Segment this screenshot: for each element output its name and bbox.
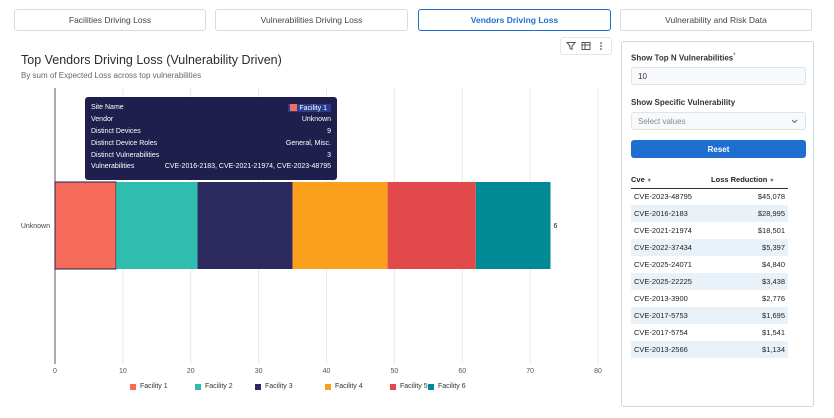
tab-facilities-driving-loss[interactable]: Facilities Driving Loss — [14, 9, 206, 31]
legend-label: Facility 2 — [205, 383, 233, 390]
bar-total-label: 6 — [553, 223, 557, 230]
cell-cve: CVE-2013-2566 — [631, 341, 706, 358]
cell-cve: CVE-2017-5754 — [634, 328, 688, 337]
table-icon[interactable] — [580, 40, 592, 52]
legend-swatch — [325, 383, 331, 390]
bar-facility-5[interactable] — [387, 182, 476, 269]
cell-cve: CVE-2025-24071 — [634, 260, 692, 269]
cell-loss-reduction: $1,695 — [705, 307, 788, 324]
table-row[interactable]: CVE-2017-5754 $1,541 — [631, 324, 788, 341]
legend-item-facility-1[interactable]: Facility 1 — [130, 383, 168, 390]
bar-facility-1[interactable] — [54, 181, 117, 270]
chart-tooltip: Site Name Facility 1 Vendor Unknown Dist… — [85, 97, 337, 180]
legend-label: Facility 6 — [438, 383, 466, 390]
specific-vuln-label: Show Specific Vulnerability — [631, 98, 736, 107]
table-row[interactable]: CVE-2025-24071 $4,840 — [631, 256, 788, 273]
tooltip-row-site: Site Name Facility 1 — [91, 102, 331, 114]
cell-loss-reduction: $1,134 — [705, 341, 788, 358]
topn-input[interactable]: 10 — [631, 67, 806, 85]
facility-1-swatch — [290, 103, 298, 111]
legend-item-facility-2[interactable]: Facility 2 — [195, 383, 233, 390]
tooltip-row-roles: Distinct Device Roles General, Misc. — [91, 139, 331, 147]
cell-loss-reduction: $2,776 — [762, 294, 785, 303]
x-tick-label: 30 — [255, 368, 263, 375]
legend-label: Facility 4 — [335, 383, 363, 390]
legend-label: Facility 3 — [265, 383, 293, 390]
chevron-down-icon — [791, 117, 798, 126]
bar-facility-2[interactable] — [116, 182, 198, 269]
tooltip-row-vendor: Vendor Unknown — [91, 116, 331, 124]
cell-loss-reduction: $4,840 — [762, 260, 785, 269]
x-tick-label: 80 — [594, 368, 602, 375]
bar-facility-6[interactable] — [475, 182, 551, 269]
table-row[interactable]: CVE-2025-22225 $3,438 — [631, 273, 788, 290]
filter-icon[interactable] — [565, 40, 577, 52]
legend-label: Facility 5 — [400, 383, 428, 390]
specific-vuln-select[interactable]: Select values — [631, 112, 806, 130]
cell-cve: CVE-2023-48795 — [634, 192, 692, 202]
legend-item-facility-3[interactable]: Facility 3 — [255, 383, 293, 390]
bar-facility-4[interactable] — [292, 182, 388, 269]
legend-swatch — [428, 383, 434, 390]
table-row[interactable]: CVE-2021-21974 $18,501 — [631, 222, 788, 239]
cell-cve: CVE-2021-21974 — [634, 226, 692, 235]
cell-cve: CVE-2016-2183 — [631, 205, 706, 222]
cell-loss-reduction: $28,995 — [705, 205, 788, 222]
tooltip-row-devices: Distinct Devices 9 — [91, 127, 331, 135]
cell-loss-reduction: $45,078 — [757, 192, 785, 202]
category-label: Unknown — [21, 223, 50, 230]
cell-cve: CVE-2022-37434 — [631, 239, 706, 256]
tab-vendors-driving-loss[interactable]: Vendors Driving Loss — [418, 9, 611, 31]
sort-icon: ▾ — [647, 178, 651, 185]
tab-vulnerability-risk-data[interactable]: Vulnerability and Risk Data — [620, 9, 812, 31]
table-row[interactable]: CVE-2013-3900 $2,776 — [631, 290, 788, 307]
cell-cve: CVE-2013-3900 — [634, 294, 688, 303]
chart-subtitle: By sum of Expected Loss across top vulne… — [21, 71, 202, 80]
x-tick-label: 70 — [526, 368, 534, 375]
cell-loss-reduction: $5,397 — [705, 239, 788, 256]
chart-title: Top Vendors Driving Loss (Vulnerability … — [21, 53, 282, 67]
x-tick-label: 60 — [458, 368, 466, 375]
stacked-bar-chart: 0 10 20 30 40 50 60 70 80 Unknown 6 — [21, 88, 602, 375]
table-row[interactable]: CVE-2017-5753 $1,695 — [631, 307, 788, 324]
tab-bar: Facilities Driving Loss Vulnerabilities … — [14, 9, 820, 31]
table-row[interactable]: CVE-2023-48795 $45,078 — [631, 188, 788, 205]
column-header-cve[interactable]: Cve ▾ — [631, 172, 706, 189]
cell-loss-reduction: $18,501 — [757, 226, 785, 235]
x-tick-label: 0 — [53, 368, 57, 375]
legend-label: Facility 1 — [140, 383, 168, 390]
topn-label: Show Top N Vulnerabilities* — [631, 53, 736, 63]
tooltip-row-vulns-count: Distinct Vulnerabilities 3 — [91, 151, 331, 159]
x-tick-label: 10 — [119, 368, 127, 375]
cell-cve: CVE-2017-5753 — [631, 307, 706, 324]
table-row[interactable]: CVE-2016-2183 $28,995 — [631, 205, 788, 222]
cell-loss-reduction: $3,438 — [705, 273, 788, 290]
legend-swatch — [255, 383, 261, 390]
sort-icon: ▾ — [770, 178, 774, 185]
reset-button[interactable]: Reset — [631, 140, 806, 158]
table-row[interactable]: CVE-2013-2566 $1,134 — [631, 341, 788, 358]
x-tick-label: 20 — [187, 368, 195, 375]
x-tick-label: 40 — [323, 368, 331, 375]
chart-toolbar — [560, 37, 612, 55]
legend-swatch — [390, 383, 396, 390]
tooltip-row-vulnerabilities: Vulnerabilities CVE-2016-2183, CVE-2021-… — [91, 163, 331, 171]
table-row[interactable]: CVE-2022-37434 $5,397 — [631, 239, 788, 256]
x-tick-label: 50 — [390, 368, 398, 375]
legend-swatch — [195, 383, 201, 390]
legend-item-facility-6[interactable]: Facility 6 — [428, 383, 466, 390]
filter-panel: Show Top N Vulnerabilities* 10 Show Spec… — [621, 41, 814, 407]
legend-item-facility-4[interactable]: Facility 4 — [325, 383, 363, 390]
loss-reduction-table: Cve ▾ Loss Reduction ▾ CVE-2023-48795 $45,0… — [631, 172, 788, 358]
legend-item-facility-5[interactable]: Facility 5 — [390, 383, 428, 390]
tab-vulnerabilities-driving-loss[interactable]: Vulnerabilities Driving Loss — [215, 9, 408, 31]
bar-facility-3[interactable] — [197, 182, 293, 269]
cell-loss-reduction: $1,541 — [762, 328, 785, 337]
legend-swatch — [130, 383, 136, 390]
cell-cve: CVE-2025-22225 — [631, 273, 706, 290]
more-icon[interactable] — [595, 40, 607, 52]
column-header-loss-reduction[interactable]: Loss Reduction ▾ — [705, 172, 788, 189]
